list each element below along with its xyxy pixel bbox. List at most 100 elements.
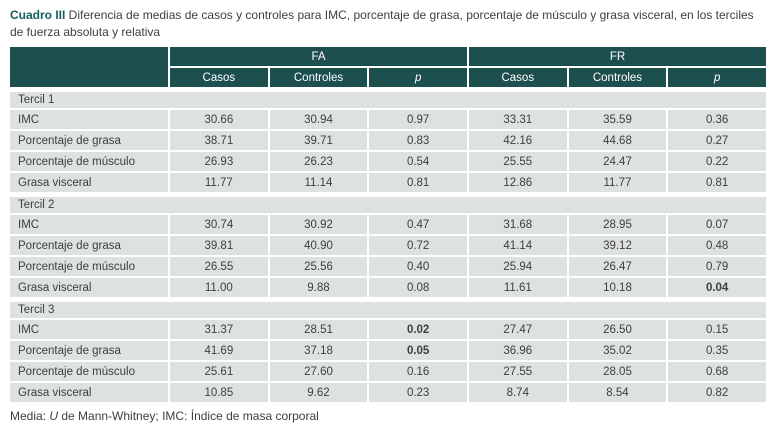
value-cell: 9.88: [269, 278, 368, 297]
value-cell: 26.23: [269, 152, 368, 171]
table-row: Porcentaje de músculo 26.55 25.56 0.40 25.94…: [10, 257, 766, 276]
value-cell: 35.02: [568, 341, 667, 360]
value-cell: 38.71: [170, 131, 268, 150]
footnote-statistic: U: [49, 409, 59, 423]
value-cell: 0.83: [369, 131, 467, 150]
value-cell: 37.18: [269, 341, 368, 360]
table-row: Porcentaje de músculo 25.61 27.60 0.16 27.55…: [10, 362, 766, 381]
value-cell: 0.81: [369, 173, 467, 192]
value-cell: 0.23: [369, 383, 467, 402]
table-caption: Cuadro III Diferencia de medias de casos…: [10, 7, 770, 40]
value-cell: 28.51: [269, 320, 368, 339]
row-label: Porcentaje de grasa: [10, 236, 168, 255]
value-cell: 31.68: [468, 215, 567, 234]
value-cell: 27.47: [468, 320, 567, 339]
table-header: FA FR Casos Controles p Casos Controles p: [10, 47, 766, 87]
value-cell: 39.12: [568, 236, 667, 255]
value-cell: 11.77: [170, 173, 268, 192]
row-label: IMC: [10, 215, 168, 234]
value-cell: 0.81: [668, 173, 766, 192]
value-cell: 0.82: [668, 383, 766, 402]
value-cell: 0.35: [668, 341, 766, 360]
table-row: IMC 30.74 30.92 0.47 31.68 28.95 0.07: [10, 215, 766, 234]
value-cell: 31.37: [170, 320, 268, 339]
row-label: IMC: [10, 110, 168, 129]
value-cell: 11.61: [468, 278, 567, 297]
footnote-rest: de Mann-Whitney; IMC: Índice de masa cor…: [58, 409, 319, 423]
value-cell: 0.47: [369, 215, 467, 234]
caption-number: Cuadro III: [10, 8, 66, 22]
section-row: Tercil 2: [10, 194, 766, 213]
value-cell: 41.14: [468, 236, 567, 255]
value-cell: 42.16: [468, 131, 567, 150]
value-cell: 0.97: [369, 110, 467, 129]
value-cell: 33.31: [468, 110, 567, 129]
value-cell: 0.79: [668, 257, 766, 276]
row-label: Porcentaje de músculo: [10, 152, 168, 171]
corner-cell: [10, 47, 168, 87]
value-cell: 30.74: [170, 215, 268, 234]
value-cell: 12.86: [468, 173, 567, 192]
value-cell: 26.50: [568, 320, 667, 339]
value-cell: 25.61: [170, 362, 268, 381]
value-cell: 0.22: [668, 152, 766, 171]
value-cell: 27.55: [468, 362, 567, 381]
row-label: Porcentaje de grasa: [10, 131, 168, 150]
value-cell: 0.08: [369, 278, 467, 297]
value-cell: 9.62: [269, 383, 368, 402]
value-cell: 40.90: [269, 236, 368, 255]
value-cell: 0.16: [369, 362, 467, 381]
table-row: Porcentaje de grasa 38.71 39.71 0.83 42.16 44…: [10, 131, 766, 150]
row-label: Porcentaje de grasa: [10, 341, 168, 360]
row-label: Porcentaje de músculo: [10, 362, 168, 381]
value-cell: 0.07: [668, 215, 766, 234]
row-label: Grasa visceral: [10, 383, 168, 402]
value-cell: 26.93: [170, 152, 268, 171]
value-cell: 26.47: [568, 257, 667, 276]
footnote-prefix: Media:: [10, 409, 50, 423]
value-cell: 0.40: [369, 257, 467, 276]
value-cell: 39.81: [170, 236, 268, 255]
section-header-label: Tercil 2: [10, 194, 766, 213]
row-label: Porcentaje de músculo: [10, 257, 168, 276]
section-row: Tercil 1: [10, 89, 766, 108]
value-cell: 44.68: [568, 131, 667, 150]
row-label: Grasa visceral: [10, 173, 168, 192]
value-cell: 30.92: [269, 215, 368, 234]
table-row: Porcentaje de grasa 39.81 40.90 0.72 41.14 39…: [10, 236, 766, 255]
table-row: Grasa visceral 11.00 9.88 0.08 11.61 10.18 0.0…: [10, 278, 766, 297]
section-header-label: Tercil 1: [10, 89, 766, 108]
row-label: IMC: [10, 320, 168, 339]
table-row: Grasa visceral 11.77 11.14 0.81 12.86 11.77 0.…: [10, 173, 766, 192]
value-cell: 0.04: [668, 278, 766, 297]
value-cell: 28.05: [568, 362, 667, 381]
table-row: IMC 31.37 28.51 0.02 27.47 26.50 0.15: [10, 320, 766, 339]
table-body: Tercil 1 IMC 30.66 30.94 0.97 33.31 35.59 0.36 P…: [10, 89, 766, 402]
value-cell: 0.27: [668, 131, 766, 150]
value-cell: 25.55: [468, 152, 567, 171]
table-row: Grasa visceral 10.85 9.62 0.23 8.74 8.54 0.82: [10, 383, 766, 402]
value-cell: 26.55: [170, 257, 268, 276]
group-header-fr: FR: [468, 47, 766, 66]
value-cell: 27.60: [269, 362, 368, 381]
sub-header-controles: Controles: [568, 68, 667, 87]
value-cell: 30.94: [269, 110, 368, 129]
group-header-row: FA FR: [10, 47, 766, 87]
data-table: FA FR Casos Controles p Casos Controles p Ter…: [8, 45, 768, 404]
row-label: Grasa visceral: [10, 278, 168, 297]
value-cell: 35.59: [568, 110, 667, 129]
group-header-fa: FA: [170, 47, 467, 66]
section-row: Tercil 3: [10, 299, 766, 318]
value-cell: 39.71: [269, 131, 368, 150]
table-row: Porcentaje de músculo 26.93 26.23 0.54 25.55…: [10, 152, 766, 171]
value-cell: 10.85: [170, 383, 268, 402]
value-cell: 0.15: [668, 320, 766, 339]
caption-text: Diferencia de medias de casos y controle…: [10, 8, 754, 39]
table-row: Porcentaje de grasa 41.69 37.18 0.05 36.96 35…: [10, 341, 766, 360]
value-cell: 11.77: [568, 173, 667, 192]
table-row: IMC 30.66 30.94 0.97 33.31 35.59 0.36: [10, 110, 766, 129]
sub-header-casos: Casos: [468, 68, 567, 87]
value-cell: 0.72: [369, 236, 467, 255]
value-cell: 30.66: [170, 110, 268, 129]
